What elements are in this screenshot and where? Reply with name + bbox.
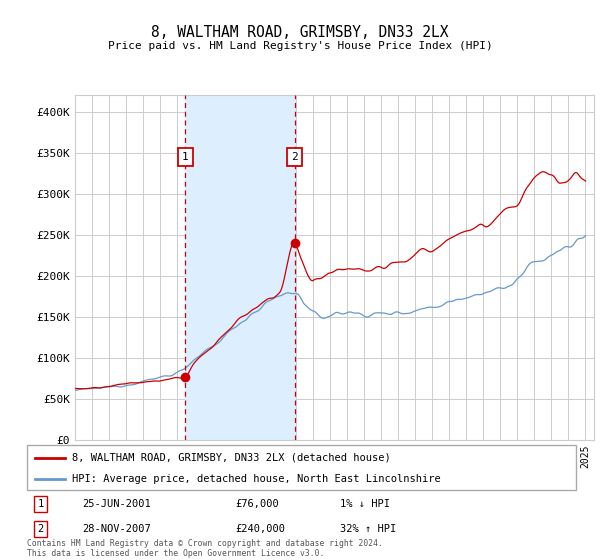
Bar — [185, 95, 295, 440]
Text: 8, WALTHAM ROAD, GRIMSBY, DN33 2LX: 8, WALTHAM ROAD, GRIMSBY, DN33 2LX — [151, 25, 449, 40]
Text: 32% ↑ HPI: 32% ↑ HPI — [340, 524, 396, 534]
Text: 28-NOV-2007: 28-NOV-2007 — [82, 524, 151, 534]
Text: 25-JUN-2001: 25-JUN-2001 — [82, 499, 151, 509]
Text: Price paid vs. HM Land Registry's House Price Index (HPI): Price paid vs. HM Land Registry's House … — [107, 41, 493, 51]
Text: 1: 1 — [38, 499, 44, 509]
Text: 2: 2 — [291, 152, 298, 162]
Text: £76,000: £76,000 — [236, 499, 280, 509]
Text: HPI: Average price, detached house, North East Lincolnshire: HPI: Average price, detached house, Nort… — [72, 474, 441, 484]
Text: £240,000: £240,000 — [236, 524, 286, 534]
Text: 1: 1 — [182, 152, 188, 162]
Text: 2: 2 — [38, 524, 44, 534]
Text: Contains HM Land Registry data © Crown copyright and database right 2024.
This d: Contains HM Land Registry data © Crown c… — [27, 539, 383, 558]
Text: 8, WALTHAM ROAD, GRIMSBY, DN33 2LX (detached house): 8, WALTHAM ROAD, GRIMSBY, DN33 2LX (deta… — [72, 452, 391, 463]
FancyBboxPatch shape — [27, 445, 576, 490]
Text: 1% ↓ HPI: 1% ↓ HPI — [340, 499, 390, 509]
